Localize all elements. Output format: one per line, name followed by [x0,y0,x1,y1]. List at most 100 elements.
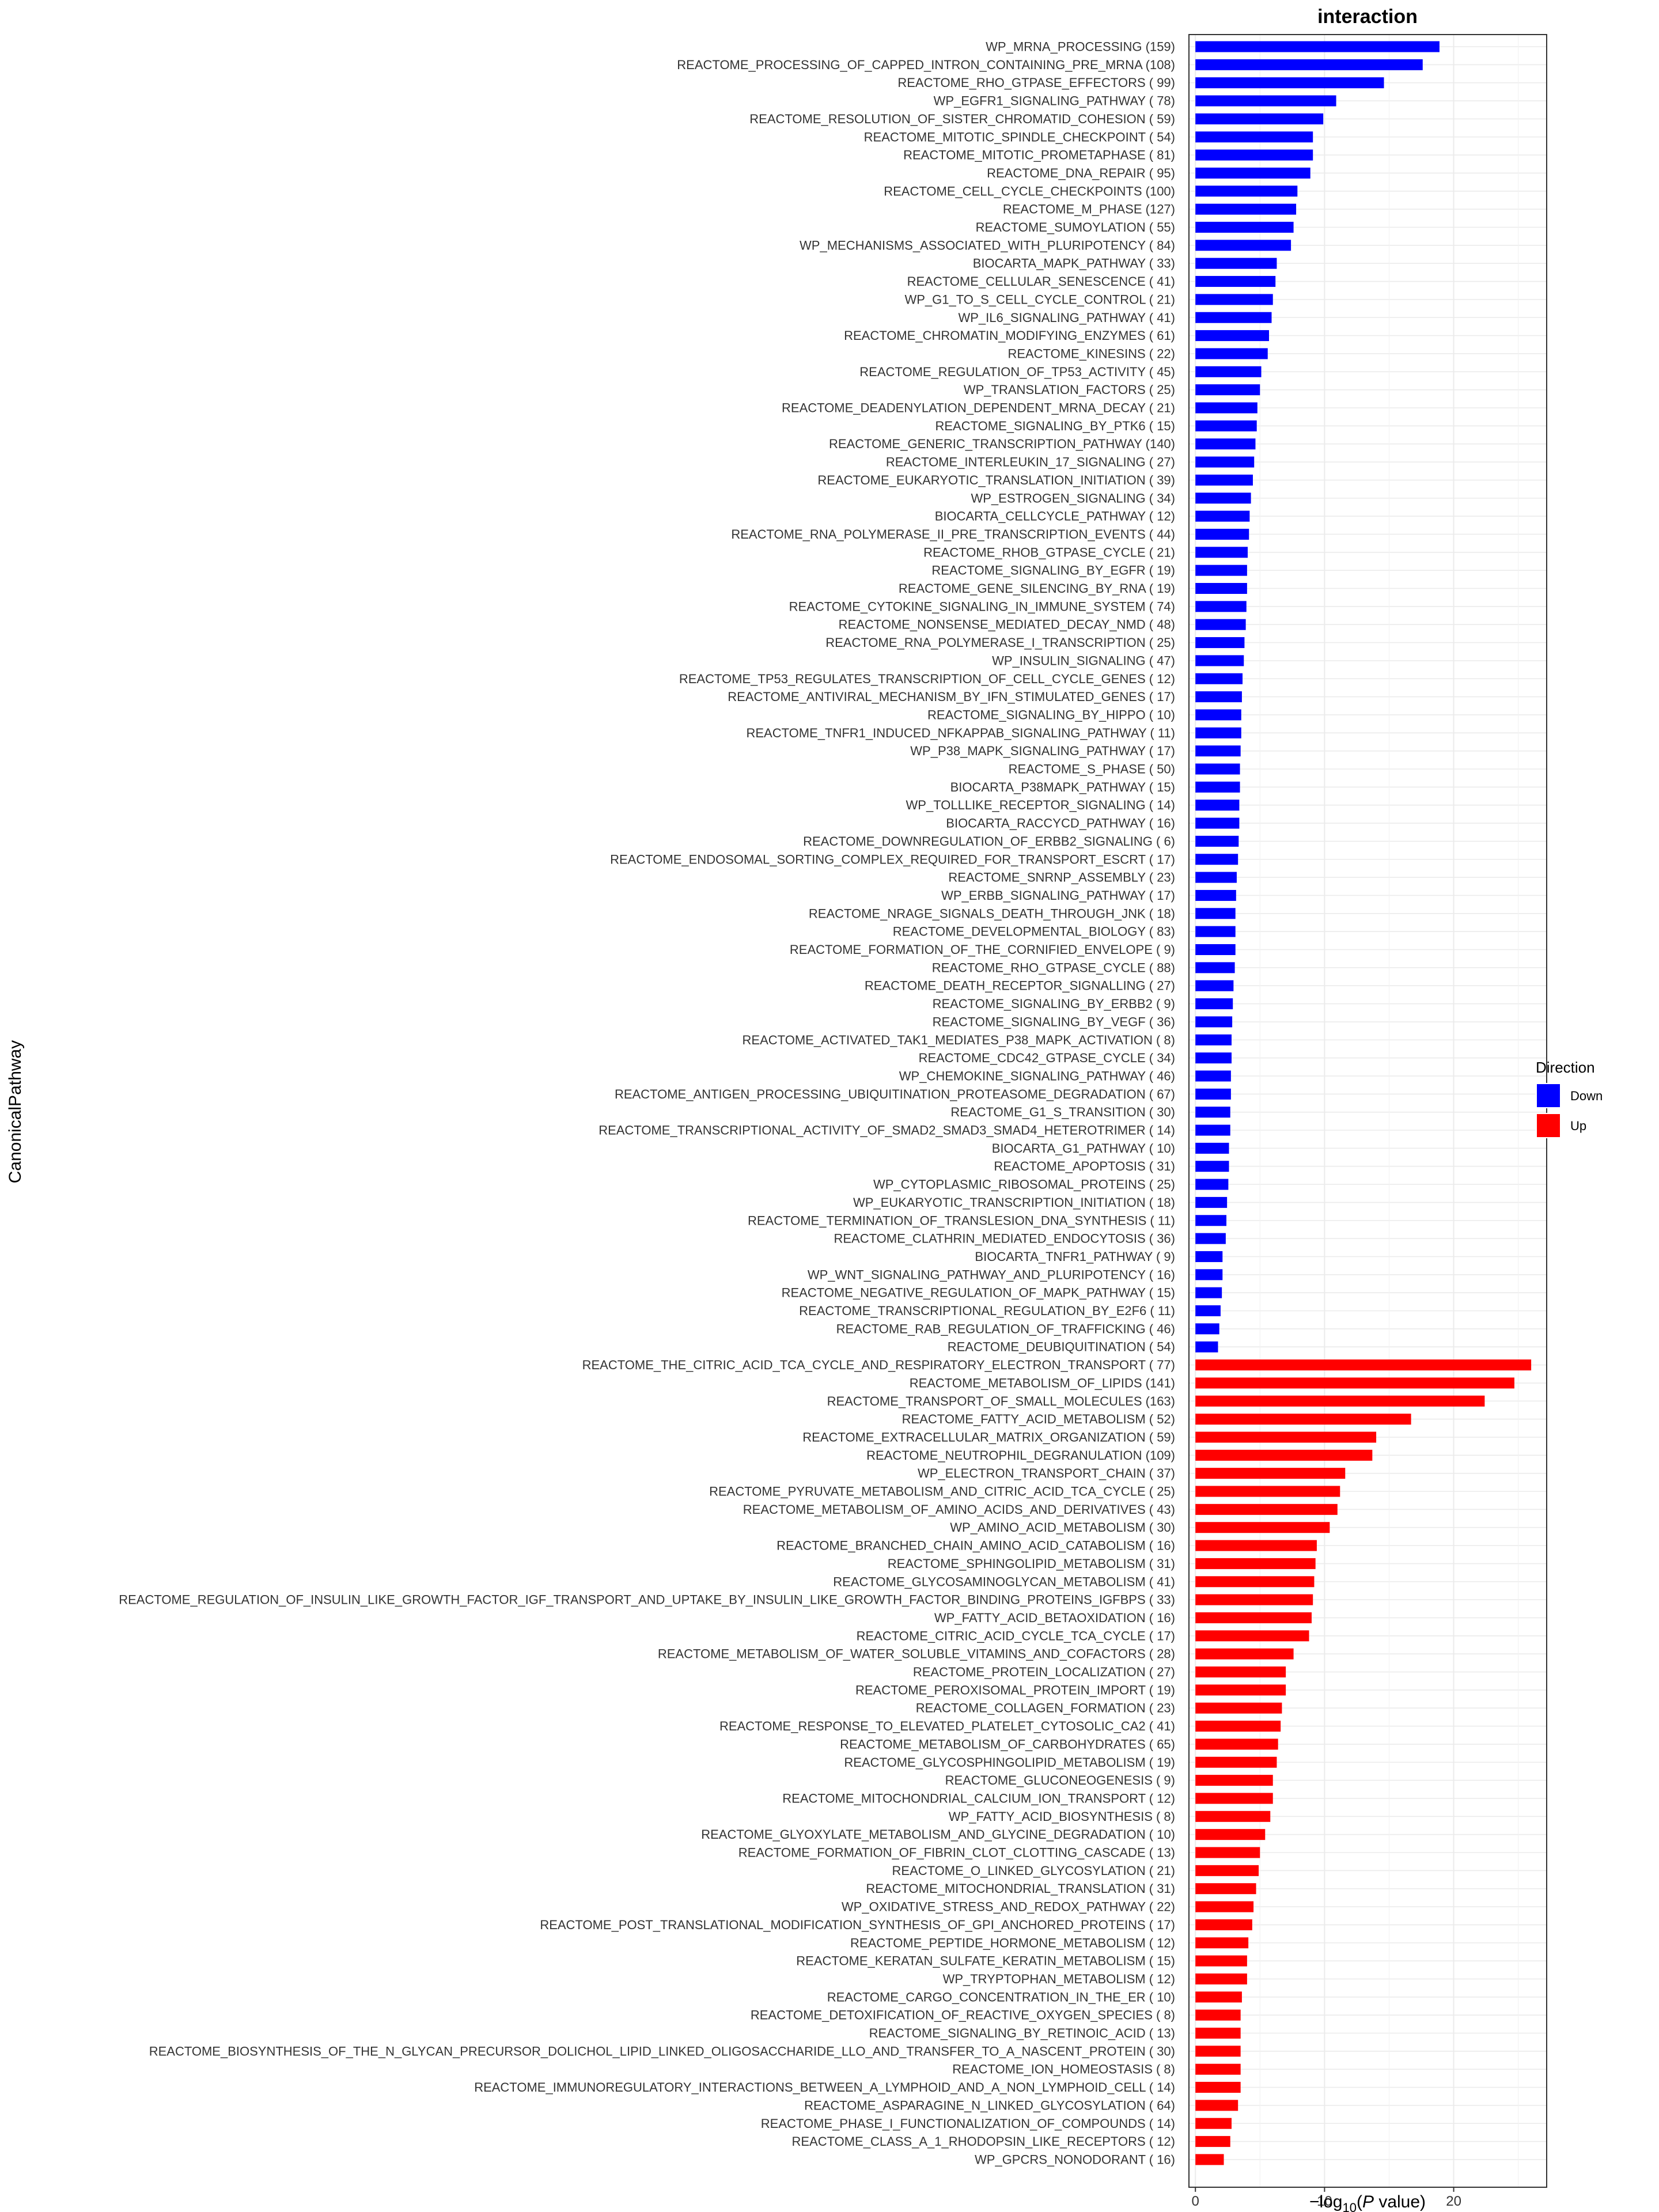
bar-up [1195,2136,1230,2147]
bar-down [1195,835,1239,847]
bar-up [1195,1630,1309,1642]
bar-up [1195,1449,1373,1461]
bar-down [1195,547,1248,558]
category-label: REACTOME_TRANSCRIPTIONAL_ACTIVITY_OF_SMA… [599,1123,1175,1138]
bar-down [1195,95,1336,107]
bar-down [1195,330,1269,342]
bar-up [1195,2100,1238,2111]
category-label: WP_P38_MAPK_SIGNALING_PATHWAY ( 17) [910,744,1175,758]
category-label: REACTOME_REGULATION_OF_TP53_ACTIVITY ( 4… [859,365,1175,379]
bar-down [1195,691,1242,703]
category-label: REACTOME_CELL_CYCLE_CHECKPOINTS (100) [884,184,1175,198]
bar-up [1195,1793,1273,1804]
bar-down [1195,77,1384,89]
category-label: REACTOME_SIGNALING_BY_ERBB2 ( 9) [933,997,1175,1011]
category-label: REACTOME_RNA_POLYMERASE_I_TRANSCRIPTION … [825,635,1175,650]
bar-down [1195,41,1440,52]
category-label: REACTOME_COLLAGEN_FORMATION ( 23) [916,1701,1175,1715]
bar-down [1195,510,1250,522]
bar-up [1195,2028,1241,2039]
bar-down [1195,854,1238,865]
bar-down [1195,438,1256,450]
category-label: WP_FATTY_ACID_BIOSYNTHESIS ( 8) [949,1809,1175,1824]
bar-down [1195,312,1272,323]
bar-up [1195,1666,1286,1677]
category-label: REACTOME_PYRUVATE_METABOLISM_AND_CITRIC_… [709,1484,1175,1499]
category-label: REACTOME_FATTY_ACID_METABOLISM ( 52) [902,1412,1175,1426]
category-label: REACTOME_GLYCOSPHINGOLIPID_METABOLISM ( … [844,1755,1175,1770]
bar-up [1195,1612,1312,1623]
legend: Direction Down Up [1536,1059,1603,1138]
bar-down [1195,565,1247,576]
bar-down [1195,601,1247,612]
category-label: REACTOME_METABOLISM_OF_WATER_SOLUBLE_VIT… [658,1647,1175,1661]
bar-up [1195,2082,1241,2093]
bar-up [1195,2118,1232,2129]
bar-down [1195,1305,1221,1316]
bar-down [1195,944,1236,955]
bar-down [1195,167,1310,179]
bar-down [1195,366,1262,377]
category-label: REACTOME_CITRIC_ACID_CYCLE_TCA_CYCLE ( 1… [857,1628,1175,1643]
category-label: REACTOME_SIGNALING_BY_VEGF ( 36) [933,1014,1175,1029]
category-label: REACTOME_TRANSPORT_OF_SMALL_MOLECULES (1… [827,1394,1175,1408]
category-label: REACTOME_DNA_REPAIR ( 95) [987,166,1175,180]
bar-up [1195,1395,1485,1407]
bar-down [1195,962,1235,974]
bar-down [1195,1287,1222,1298]
category-label: REACTOME_RNA_POLYMERASE_II_PRE_TRANSCRIP… [731,527,1175,541]
legend-label-down: Down [1570,1089,1603,1103]
category-label: REACTOME_NEUTROPHIL_DEGRANULATION (109) [866,1448,1175,1463]
bar-up [1195,1522,1330,1533]
category-label: REACTOME_SIGNALING_BY_HIPPO ( 10) [927,707,1175,722]
bar-down [1195,1323,1219,1335]
category-label: WP_IL6_SIGNALING_PATHWAY ( 41) [958,310,1175,325]
bar-down [1195,1124,1230,1136]
category-label: REACTOME_BIOSYNTHESIS_OF_THE_N_GLYCAN_PR… [149,2044,1175,2058]
category-label: REACTOME_THE_CITRIC_ACID_TCA_CYCLE_AND_R… [582,1358,1175,1372]
category-label: BIOCARTA_TNFR1_PATHWAY ( 9) [975,1249,1175,1264]
x-tick-label: 20 [1446,2194,1461,2209]
category-label: REACTOME_PEROXISOMAL_PROTEIN_IMPORT ( 19… [855,1683,1175,1697]
category-label: REACTOME_TNFR1_INDUCED_NFKAPPAB_SIGNALIN… [747,726,1176,740]
category-label: REACTOME_PEPTIDE_HORMONE_METABOLISM ( 12… [850,1936,1175,1950]
bar-down [1195,402,1257,414]
bar-down [1195,1016,1233,1028]
bar-down [1195,1215,1227,1226]
bar-up [1195,1810,1271,1822]
category-label: REACTOME_NONSENSE_MEDIATED_DECAY_NMD ( 4… [839,618,1175,632]
bar-down [1195,185,1298,197]
category-label: REACTOME_POST_TRANSLATIONAL_MODIFICATION… [540,1918,1175,1932]
category-label: WP_G1_TO_S_CELL_CYCLE_CONTROL ( 21) [904,292,1175,306]
category-label: WP_AMINO_ACID_METABOLISM ( 30) [950,1520,1175,1535]
bar-up [1195,1829,1266,1840]
category-label: REACTOME_APOPTOSIS ( 31) [994,1159,1175,1173]
bar-down [1195,131,1313,143]
bar-down [1195,727,1241,738]
plot-border [1188,34,1547,2188]
bar-down [1195,493,1251,504]
bar-down [1195,203,1297,215]
bar-up [1195,2046,1241,2057]
y-axis-title: CanonicalPathway [6,1040,25,1183]
bar-up [1195,1738,1278,1750]
bar-down [1195,1251,1223,1262]
category-label: REACTOME_SUMOYLATION ( 55) [976,220,1175,234]
bar-up [1195,1576,1315,1588]
bar-up [1195,1359,1532,1371]
bar-down [1195,1233,1226,1244]
category-label: REACTOME_SNRNP_ASSEMBLY ( 23) [948,870,1175,885]
bars-layer [1195,41,1532,2165]
bar-up [1195,2154,1224,2165]
category-label: REACTOME_DEADENYLATION_DEPENDENT_MRNA_DE… [782,401,1175,415]
legend-label-up: Up [1570,1119,1586,1133]
category-label: REACTOME_DEUBIQUITINATION ( 54) [948,1340,1175,1354]
category-label: REACTOME_FORMATION_OF_FIBRIN_CLOT_CLOTTI… [738,1846,1175,1860]
category-label: REACTOME_ASPARAGINE_N_LINKED_GLYCOSYLATI… [804,2098,1175,2112]
x-tick-label: 0 [1192,2194,1199,2209]
category-label: BIOCARTA_P38MAPK_PATHWAY ( 15) [950,780,1175,794]
category-label: BIOCARTA_MAPK_PATHWAY ( 33) [973,256,1175,271]
category-label: WP_FATTY_ACID_BETAOXIDATION ( 16) [934,1611,1175,1625]
category-label: REACTOME_SIGNALING_BY_PTK6 ( 15) [935,419,1175,433]
